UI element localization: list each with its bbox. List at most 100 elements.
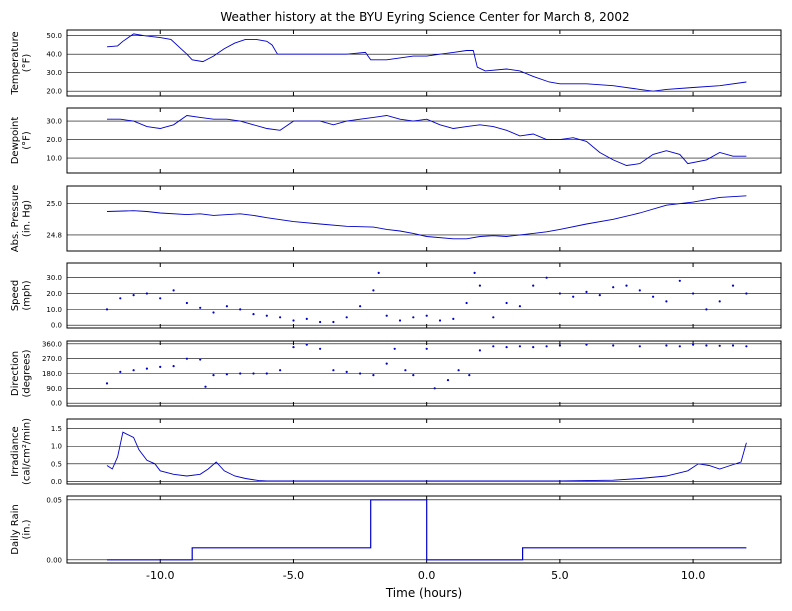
data-point	[532, 346, 535, 349]
y-tick-label: 10.0	[46, 306, 62, 314]
y-axis-label-line: (mph)	[22, 280, 33, 310]
data-point	[265, 372, 268, 375]
data-point	[319, 347, 322, 350]
data-point	[505, 301, 508, 305]
y-tick-label: 0.5	[51, 460, 62, 468]
y-tick-label: 24.8	[46, 231, 62, 239]
chart-title: Weather history at the BYU Eyring Scienc…	[220, 10, 629, 24]
data-point	[745, 345, 748, 348]
y-tick-label: 270.0	[42, 355, 62, 363]
data-point	[345, 316, 348, 319]
data-point	[625, 284, 628, 287]
y-axis-label-line: (°F)	[22, 131, 33, 150]
data-point	[692, 292, 695, 295]
data-point	[105, 308, 109, 311]
y-tick-label: 0.05	[46, 496, 62, 504]
y-axis-label-line: (°F)	[22, 54, 33, 73]
y-axis-label: Direction(degrees)	[10, 349, 33, 397]
data-point	[692, 343, 695, 346]
data-point	[652, 295, 655, 298]
data-point	[492, 345, 495, 348]
panel-rain: 0.00 0.05 Daily Rain(in.)	[10, 495, 782, 564]
data-point	[398, 319, 402, 322]
data-point	[105, 382, 109, 385]
data-point	[319, 320, 322, 324]
panel-frame	[66, 185, 782, 252]
data-point	[731, 344, 735, 347]
data-point	[492, 316, 495, 319]
data-point	[145, 367, 148, 370]
panel-temperature: 20.0 30.0 40.0 50.0 Temperature(°F)	[10, 29, 782, 97]
data-point	[185, 357, 188, 360]
data-point	[433, 387, 436, 390]
data-point	[145, 292, 148, 295]
y-axis-label-line: (cal/cm²/min)	[22, 418, 33, 485]
data-point	[425, 347, 428, 350]
y-tick-label: 180.0	[42, 370, 62, 378]
data-point	[185, 301, 188, 305]
y-axis-label-line: Daily Rain	[10, 504, 21, 554]
data-point	[252, 372, 255, 375]
data-point	[678, 279, 681, 282]
data-point	[119, 370, 122, 373]
data-point	[612, 286, 615, 289]
y-tick-label: 1.0	[51, 443, 62, 451]
y-tick-label: 90.0	[46, 385, 62, 393]
data-point	[705, 344, 708, 347]
data-point	[705, 308, 708, 311]
data-point	[545, 276, 548, 279]
data-point	[305, 343, 308, 346]
data-point	[199, 358, 202, 361]
y-axis-label-line: Speed	[10, 280, 21, 311]
y-axis-label-line: (degrees)	[22, 349, 33, 397]
data-point	[638, 289, 641, 292]
data-point	[159, 297, 162, 300]
y-tick-label: 1.5	[51, 425, 62, 433]
data-point	[572, 295, 575, 298]
data-point	[518, 305, 522, 308]
data-point	[132, 369, 135, 372]
data-point	[468, 374, 471, 377]
data-point	[199, 306, 202, 309]
y-tick-label: 10.0	[46, 155, 62, 163]
y-tick-label: 30.0	[46, 69, 62, 77]
data-point	[505, 346, 508, 349]
y-tick-label: 0.00	[46, 556, 62, 564]
data-point	[239, 308, 242, 311]
y-axis-label-line: (in. Hg)	[22, 200, 33, 237]
y-tick-label: 0.0	[51, 478, 62, 486]
series-line	[107, 115, 747, 166]
data-point	[412, 316, 415, 319]
y-tick-label: 20.0	[46, 88, 62, 96]
y-axis-label-line: Irradiance	[10, 426, 21, 476]
data-point	[292, 346, 295, 349]
y-tick-label: 50.0	[46, 32, 62, 40]
y-tick-label: 360.0	[42, 340, 62, 348]
y-tick-label: 40.0	[46, 51, 62, 59]
data-point	[438, 319, 442, 322]
data-point	[332, 320, 335, 324]
data-point	[172, 289, 175, 292]
panel-frame	[66, 418, 782, 485]
y-axis-label-line: (in.)	[22, 519, 33, 539]
panel-frame	[66, 495, 782, 564]
data-point	[585, 343, 588, 346]
data-point	[252, 313, 255, 316]
data-point	[159, 365, 162, 368]
data-point	[598, 294, 601, 297]
series-line	[106, 195, 747, 240]
data-point	[345, 370, 348, 373]
data-point	[225, 373, 228, 376]
y-tick-label: 30.0	[46, 274, 62, 282]
panel-direction: 0.0 90.0 180.0 270.0 360.0 Direction(degrees)	[10, 340, 782, 408]
series-line	[107, 499, 747, 561]
data-point	[718, 344, 721, 347]
panel-dewpoint: 10.0 20.0 30.0 Dewpoint(°F)	[10, 107, 782, 174]
data-point	[665, 300, 668, 303]
series-line	[106, 33, 747, 92]
data-point	[372, 289, 375, 292]
data-point	[265, 314, 268, 317]
y-axis-label-line: Abs. Pressure	[10, 185, 21, 252]
data-point	[452, 317, 455, 320]
data-point	[385, 314, 388, 317]
